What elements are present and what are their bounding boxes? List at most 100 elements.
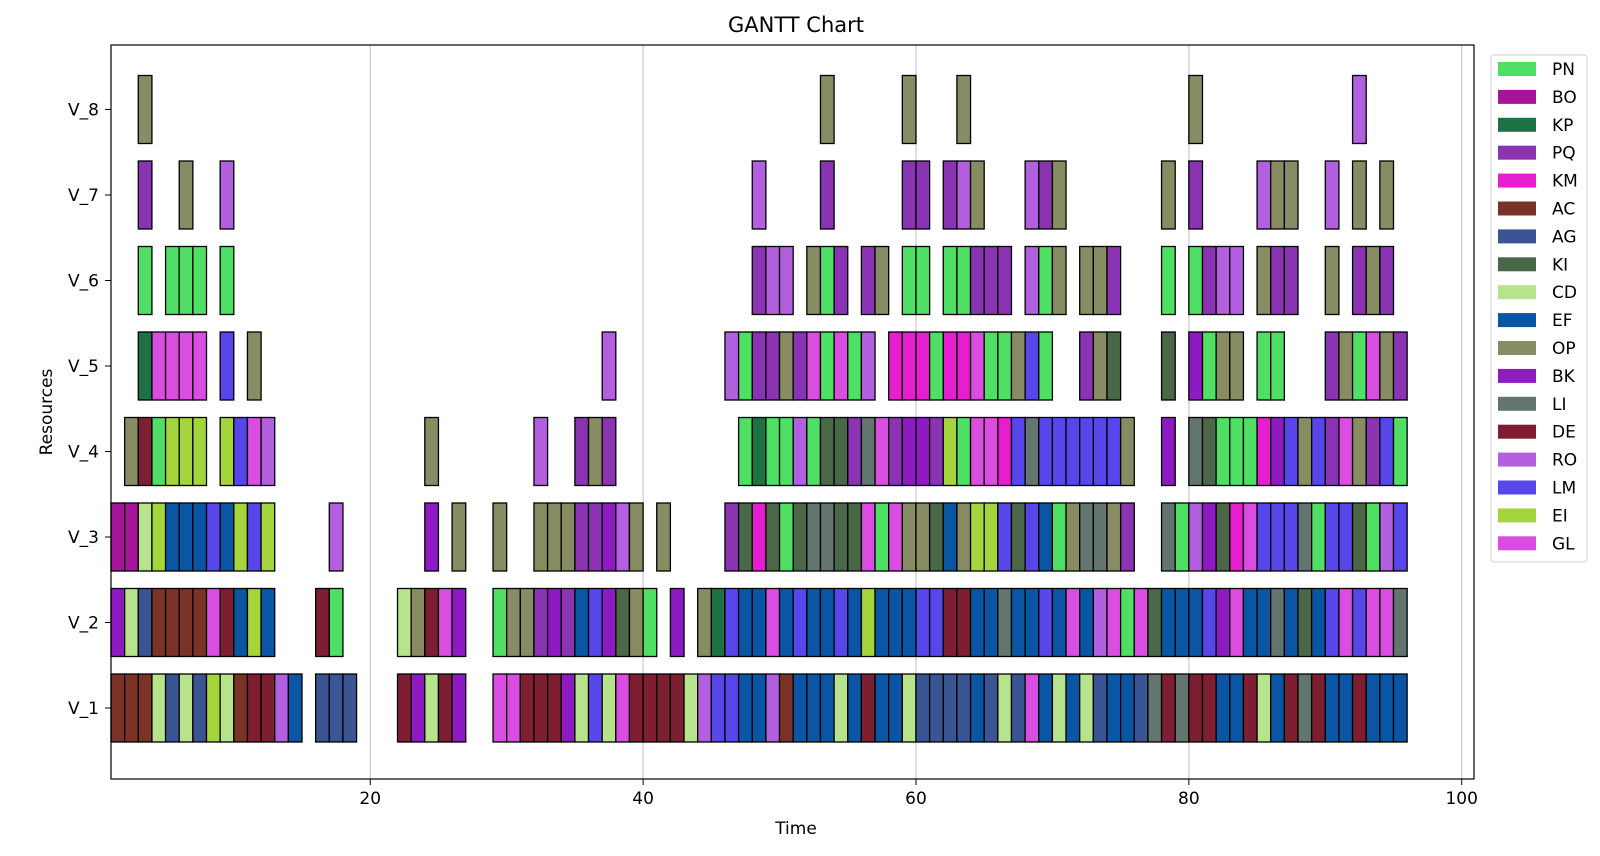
task-bar-V_2-17 (437, 587, 453, 658)
task-bar-V_6-32 (1270, 245, 1286, 316)
task-bar-V_1-7 (205, 673, 221, 743)
task-bar-V_1-44 (792, 673, 808, 743)
task-bar-V_4-5 (192, 416, 208, 487)
task-bar-V_1-75 (1215, 673, 1231, 743)
task-bar-V_3-36 (874, 502, 890, 572)
task-bar-V_6-16 (956, 245, 972, 316)
task-bar-V_5-21 (915, 331, 931, 401)
task-bar-V_6-12 (874, 245, 890, 316)
task-bar-V_1-49 (860, 673, 876, 743)
task-bar-V_6-10 (833, 245, 849, 316)
task-bar-V_3-54 (1119, 502, 1135, 572)
task-bars (110, 74, 1408, 743)
task-bar-V_2-29 (628, 587, 644, 658)
task-bar-V_4-45 (1188, 416, 1204, 487)
legend-swatch-EI (1498, 508, 1536, 523)
task-bar-V_3-50 (1065, 502, 1081, 572)
task-bar-V_3-26 (737, 502, 753, 572)
task-bar-V_1-86 (1365, 673, 1381, 743)
task-bar-V_1-28 (574, 673, 590, 743)
task-bar-V_2-51 (956, 587, 972, 658)
task-bar-V_2-10 (246, 587, 262, 658)
task-bar-V_6-27 (1188, 245, 1204, 316)
task-bar-V_2-56 (1024, 587, 1040, 658)
task-bar-V_3-68 (1338, 502, 1354, 572)
task-bar-V_3-4 (164, 502, 180, 572)
task-bar-V_1-70 (1147, 673, 1163, 743)
legend-label-BK: BK (1552, 367, 1576, 387)
legend-swatch-PN (1498, 62, 1536, 76)
task-bar-V_3-6 (192, 502, 208, 572)
task-bar-V_8-1 (819, 74, 835, 145)
task-bar-V_2-65 (1147, 587, 1163, 658)
task-bar-V_3-31 (806, 502, 822, 572)
legend-label-DE: DE (1552, 423, 1576, 443)
task-bar-V_6-8 (806, 245, 822, 316)
task-bar-V_2-63 (1119, 587, 1135, 658)
task-bar-V_5-0 (137, 331, 153, 401)
task-bar-V_1-33 (642, 673, 658, 743)
task-bar-V_2-7 (205, 587, 221, 658)
task-bar-V_6-5 (751, 245, 767, 316)
task-bar-V_1-52 (901, 673, 917, 743)
task-bar-V_1-29 (587, 673, 603, 743)
task-bar-V_1-10 (246, 673, 262, 743)
task-bar-V_1-50 (874, 673, 890, 743)
task-bar-V_4-54 (1310, 416, 1326, 487)
task-bar-V_7-16 (1270, 160, 1286, 230)
task-bar-V_7-0 (137, 160, 153, 230)
task-bar-V_3-12 (328, 502, 344, 572)
task-bar-V_1-67 (1106, 673, 1122, 743)
task-bar-V_5-8 (724, 331, 740, 401)
task-bar-V_6-37 (1379, 245, 1395, 316)
task-bar-V_1-32 (628, 673, 644, 743)
task-bar-V_3-37 (888, 502, 903, 572)
task-bar-V_8-5 (1351, 74, 1367, 145)
task-bar-V_3-28 (765, 502, 781, 572)
task-bar-V_1-17 (396, 673, 412, 743)
task-bar-V_1-12 (274, 673, 290, 743)
task-bar-V_4-28 (915, 416, 931, 487)
legend-label-LM: LM (1552, 479, 1576, 499)
task-bar-V_2-8 (219, 587, 235, 658)
task-bar-V_5-33 (1106, 331, 1122, 401)
task-bar-V_2-39 (792, 587, 808, 658)
legend-swatch-LI (1498, 396, 1536, 411)
task-bar-V_4-52 (1283, 416, 1299, 487)
task-bar-V_6-30 (1229, 245, 1245, 316)
task-bar-V_4-16 (751, 416, 767, 487)
legend-label-GL: GL (1552, 534, 1575, 554)
task-bar-V_4-26 (888, 416, 903, 487)
task-bar-V_2-64 (1133, 587, 1149, 658)
task-bar-V_1-77 (1242, 673, 1258, 743)
task-bar-V_2-13 (328, 587, 344, 658)
task-bar-V_2-66 (1160, 587, 1176, 658)
task-bar-V_6-31 (1256, 245, 1272, 316)
task-bar-V_1-1 (123, 673, 139, 743)
task-bar-V_4-60 (1392, 416, 1408, 487)
task-bar-V_1-58 (983, 673, 999, 743)
task-bar-V_3-0 (110, 502, 126, 572)
task-bar-V_3-46 (1010, 502, 1026, 572)
task-bar-V_5-23 (942, 331, 958, 401)
task-bar-V_5-20 (901, 331, 917, 401)
task-bar-V_1-20 (437, 673, 453, 743)
task-bar-V_3-63 (1270, 502, 1286, 572)
task-bar-V_2-44 (860, 587, 876, 658)
task-bar-V_4-43 (1119, 416, 1135, 487)
task-bar-V_2-11 (260, 587, 276, 658)
legend-label-PN: PN (1552, 60, 1575, 80)
task-bar-V_6-11 (860, 245, 876, 316)
legend-swatch-KI (1498, 257, 1536, 272)
task-bar-V_3-29 (778, 502, 794, 572)
task-bar-V_6-2 (178, 245, 194, 316)
task-bar-V_5-41 (1324, 331, 1340, 401)
task-bar-V_3-22 (615, 502, 631, 572)
task-bar-V_2-47 (901, 587, 917, 658)
task-bar-V_6-23 (1079, 245, 1094, 316)
task-bar-V_2-27 (601, 587, 617, 658)
task-bar-V_1-25 (533, 673, 549, 743)
task-bar-V_4-35 (1010, 416, 1026, 487)
task-bar-V_3-44 (983, 502, 999, 572)
task-bar-V_1-87 (1379, 673, 1395, 743)
